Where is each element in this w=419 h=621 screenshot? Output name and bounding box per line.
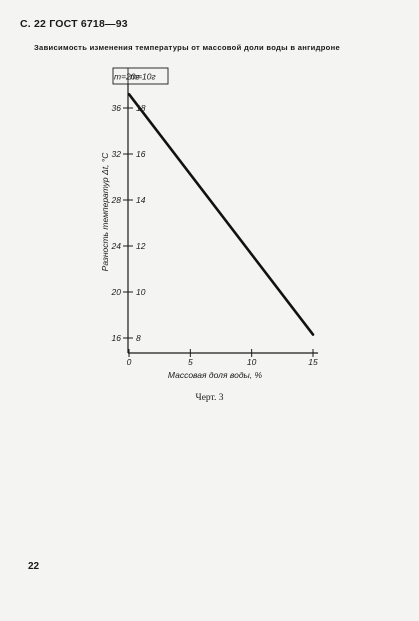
x-axis-label: Массовая доля воды, % [168,370,263,380]
axis-header-m10: m=10г [130,72,156,82]
chart-axes [112,67,318,357]
x-tick-label: 0 [127,357,132,367]
page-header: С. 22 ГОСТ 6718—93 [20,18,128,30]
y-tick-label-m20: 28 [111,195,122,205]
chart-marks [127,92,315,336]
axis-header-m20: m=20г [114,72,140,82]
y-tick-label-m10: 16 [136,149,146,159]
x-tick-label: 15 [308,357,318,367]
y-tick-label-m10: 8 [136,333,141,343]
y-tick-label-m20: 32 [112,149,122,159]
y-tick-label-m10: 14 [136,195,146,205]
figure-caption: Зависимость изменения температуры от мас… [34,43,340,52]
x-tick-label: 5 [188,357,193,367]
figure-label: Черт. 3 [195,393,224,403]
y-tick-label-m10: 12 [136,241,146,251]
data-series-line [127,92,315,336]
y-tick-label-m20: 20 [111,287,122,297]
page-number: 22 [28,561,40,572]
x-tick-label: 10 [247,357,257,367]
y-tick-label-m20: 16 [112,333,122,343]
y-axis-label: Разность температур Δt, °С [100,152,110,272]
y-tick-label-m20: 36 [112,103,122,113]
y-tick-label-m10: 10 [136,287,146,297]
y-tick-label-m10: 18 [136,103,146,113]
axis-header-box [112,67,169,85]
y-tick-label-m20: 24 [111,241,122,251]
